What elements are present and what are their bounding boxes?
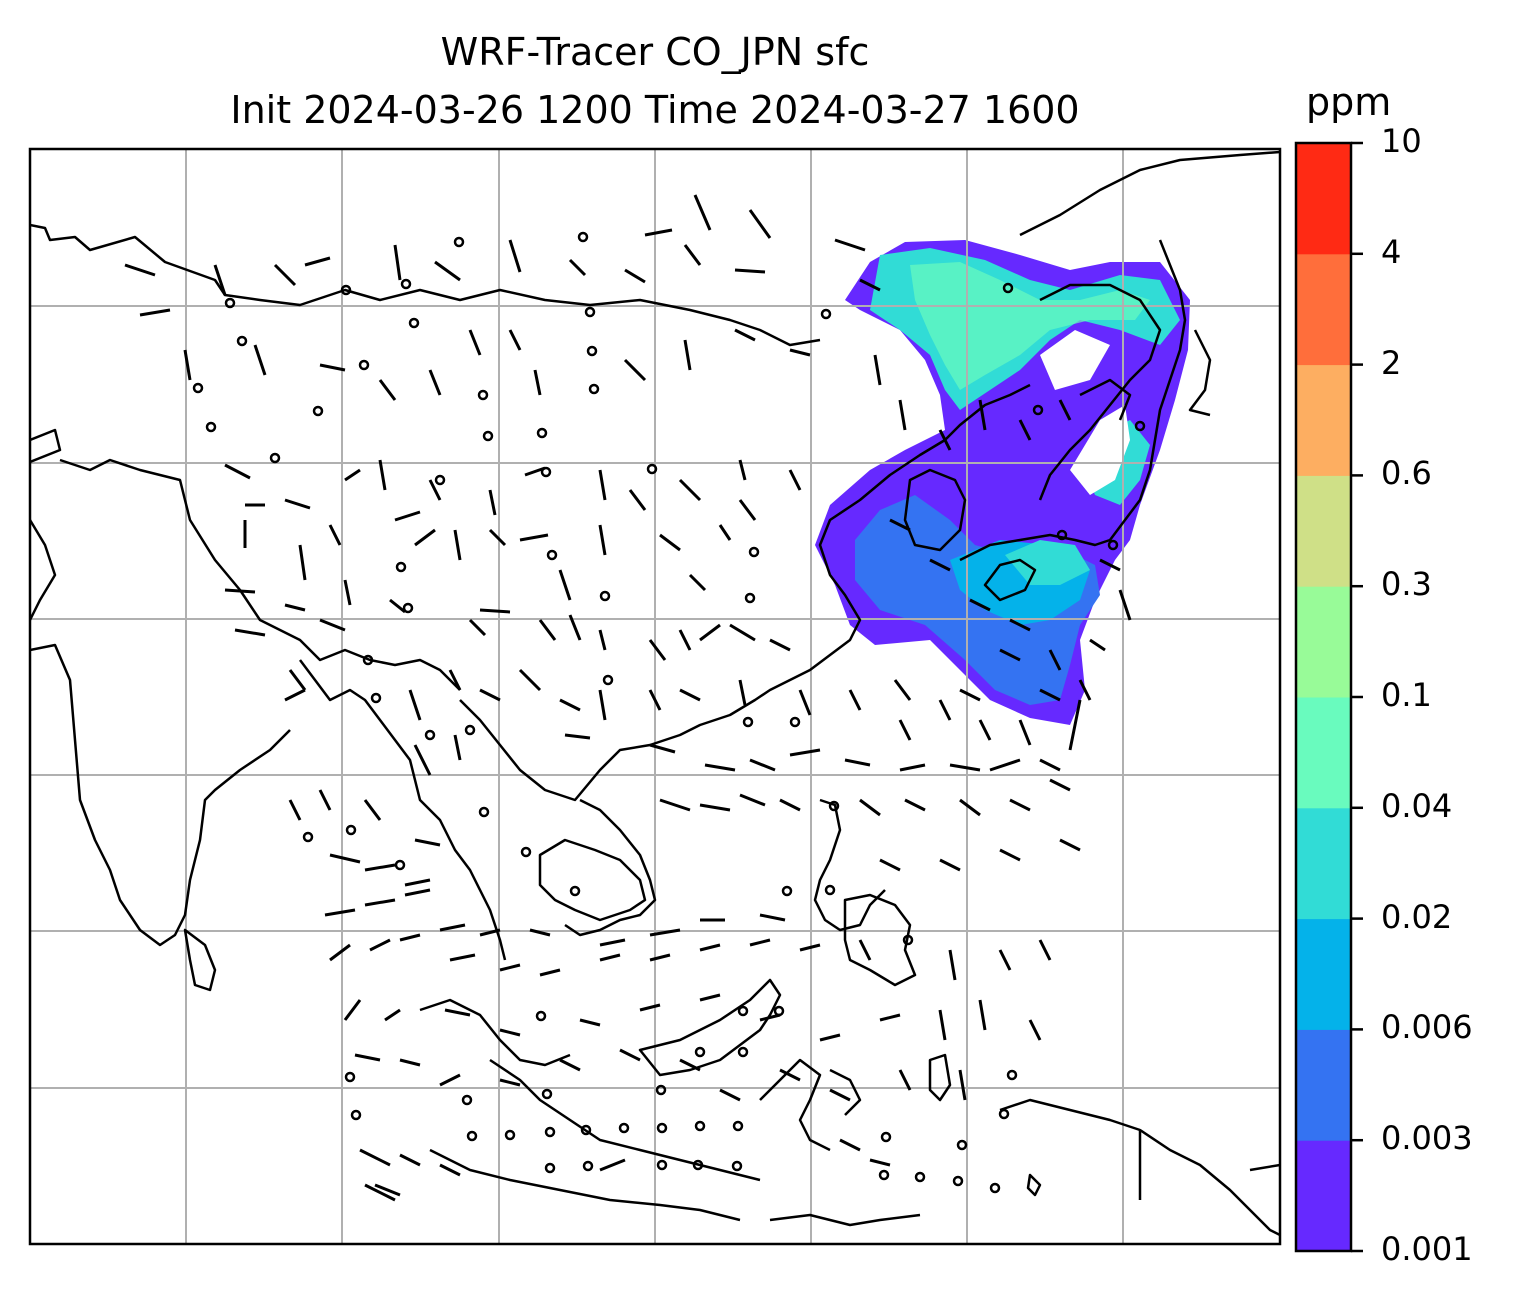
colorbar-bin-2 (1296, 918, 1351, 1030)
tracer-plume (815, 240, 1190, 725)
colorbar-unit-label: ppm (1306, 80, 1392, 124)
map-title-line1: WRF-Tracer CO_JPN sfc (440, 30, 870, 74)
colorbar-tick-label: 4 (1381, 232, 1402, 271)
colorbar-bin-5 (1296, 586, 1351, 698)
colorbar-tick-label: 10 (1381, 122, 1422, 160)
calm-wind-markers (192, 231, 1146, 1194)
colorbar-bin-0 (1296, 1140, 1351, 1252)
colorbar-tick-label: 0.003 (1381, 1119, 1473, 1158)
colorbar-bin-6 (1296, 475, 1351, 587)
coastlines (30, 150, 1280, 1237)
colorbar-tick-label: 0.02 (1381, 897, 1453, 936)
colorbar-bin-9 (1296, 143, 1351, 255)
colorbar-bin-8 (1296, 253, 1351, 366)
colorbar-tick-label: 0.1 (1381, 676, 1432, 714)
colorbar-bin-7 (1296, 364, 1351, 476)
colorbar-tick-label: 2 (1381, 343, 1402, 382)
colorbar (1296, 143, 1351, 1252)
colorbar-tick-label: 0.006 (1381, 1008, 1473, 1047)
colorbar-tick-label: 0.6 (1381, 454, 1432, 493)
map-title-line2: Init 2024-03-26 1200 Time 2024-03-27 160… (230, 88, 1080, 132)
colorbar-tick-label: 0.001 (1381, 1230, 1473, 1268)
colorbar-tick-label: 0.04 (1381, 786, 1453, 825)
colorbar-bin-4 (1296, 697, 1351, 809)
colorbar-bin-3 (1296, 807, 1351, 920)
colorbar-ticks (1351, 141, 1363, 1253)
map-plot-area (30, 149, 1280, 1244)
colorbar-bin-1 (1296, 1029, 1351, 1141)
wind-barbs (124, 194, 1132, 1202)
graticule (30, 149, 1280, 1244)
colorbar-tick-label: 0.3 (1381, 565, 1432, 604)
map-frame (28, 147, 1282, 1246)
